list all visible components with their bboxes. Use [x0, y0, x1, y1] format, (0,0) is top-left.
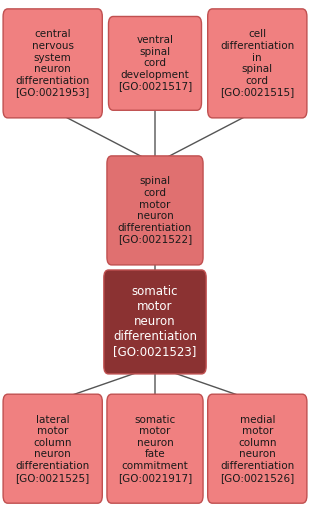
FancyBboxPatch shape — [107, 394, 203, 503]
Text: spinal
cord
motor
neuron
differentiation
[GO:0021522]: spinal cord motor neuron differentiation… — [118, 176, 192, 244]
FancyBboxPatch shape — [208, 394, 307, 503]
Text: medial
motor
column
neuron
differentiation
[GO:0021526]: medial motor column neuron differentiati… — [220, 415, 294, 483]
Text: ventral
spinal
cord
development
[GO:0021517]: ventral spinal cord development [GO:0021… — [118, 35, 192, 92]
Text: somatic
motor
neuron
differentiation
[GO:0021523]: somatic motor neuron differentiation [GO… — [113, 285, 197, 358]
Text: somatic
motor
neuron
fate
commitment
[GO:0021917]: somatic motor neuron fate commitment [GO… — [118, 415, 192, 483]
Text: lateral
motor
column
neuron
differentiation
[GO:0021525]: lateral motor column neuron differentiat… — [16, 415, 90, 483]
FancyBboxPatch shape — [108, 16, 202, 111]
FancyBboxPatch shape — [208, 9, 307, 118]
FancyBboxPatch shape — [3, 394, 102, 503]
Text: cell
differentiation
in
spinal
cord
[GO:0021515]: cell differentiation in spinal cord [GO:… — [220, 29, 294, 97]
Text: central
nervous
system
neuron
differentiation
[GO:0021953]: central nervous system neuron differenti… — [16, 29, 90, 97]
FancyBboxPatch shape — [104, 270, 206, 374]
FancyBboxPatch shape — [3, 9, 102, 118]
FancyBboxPatch shape — [107, 156, 203, 265]
